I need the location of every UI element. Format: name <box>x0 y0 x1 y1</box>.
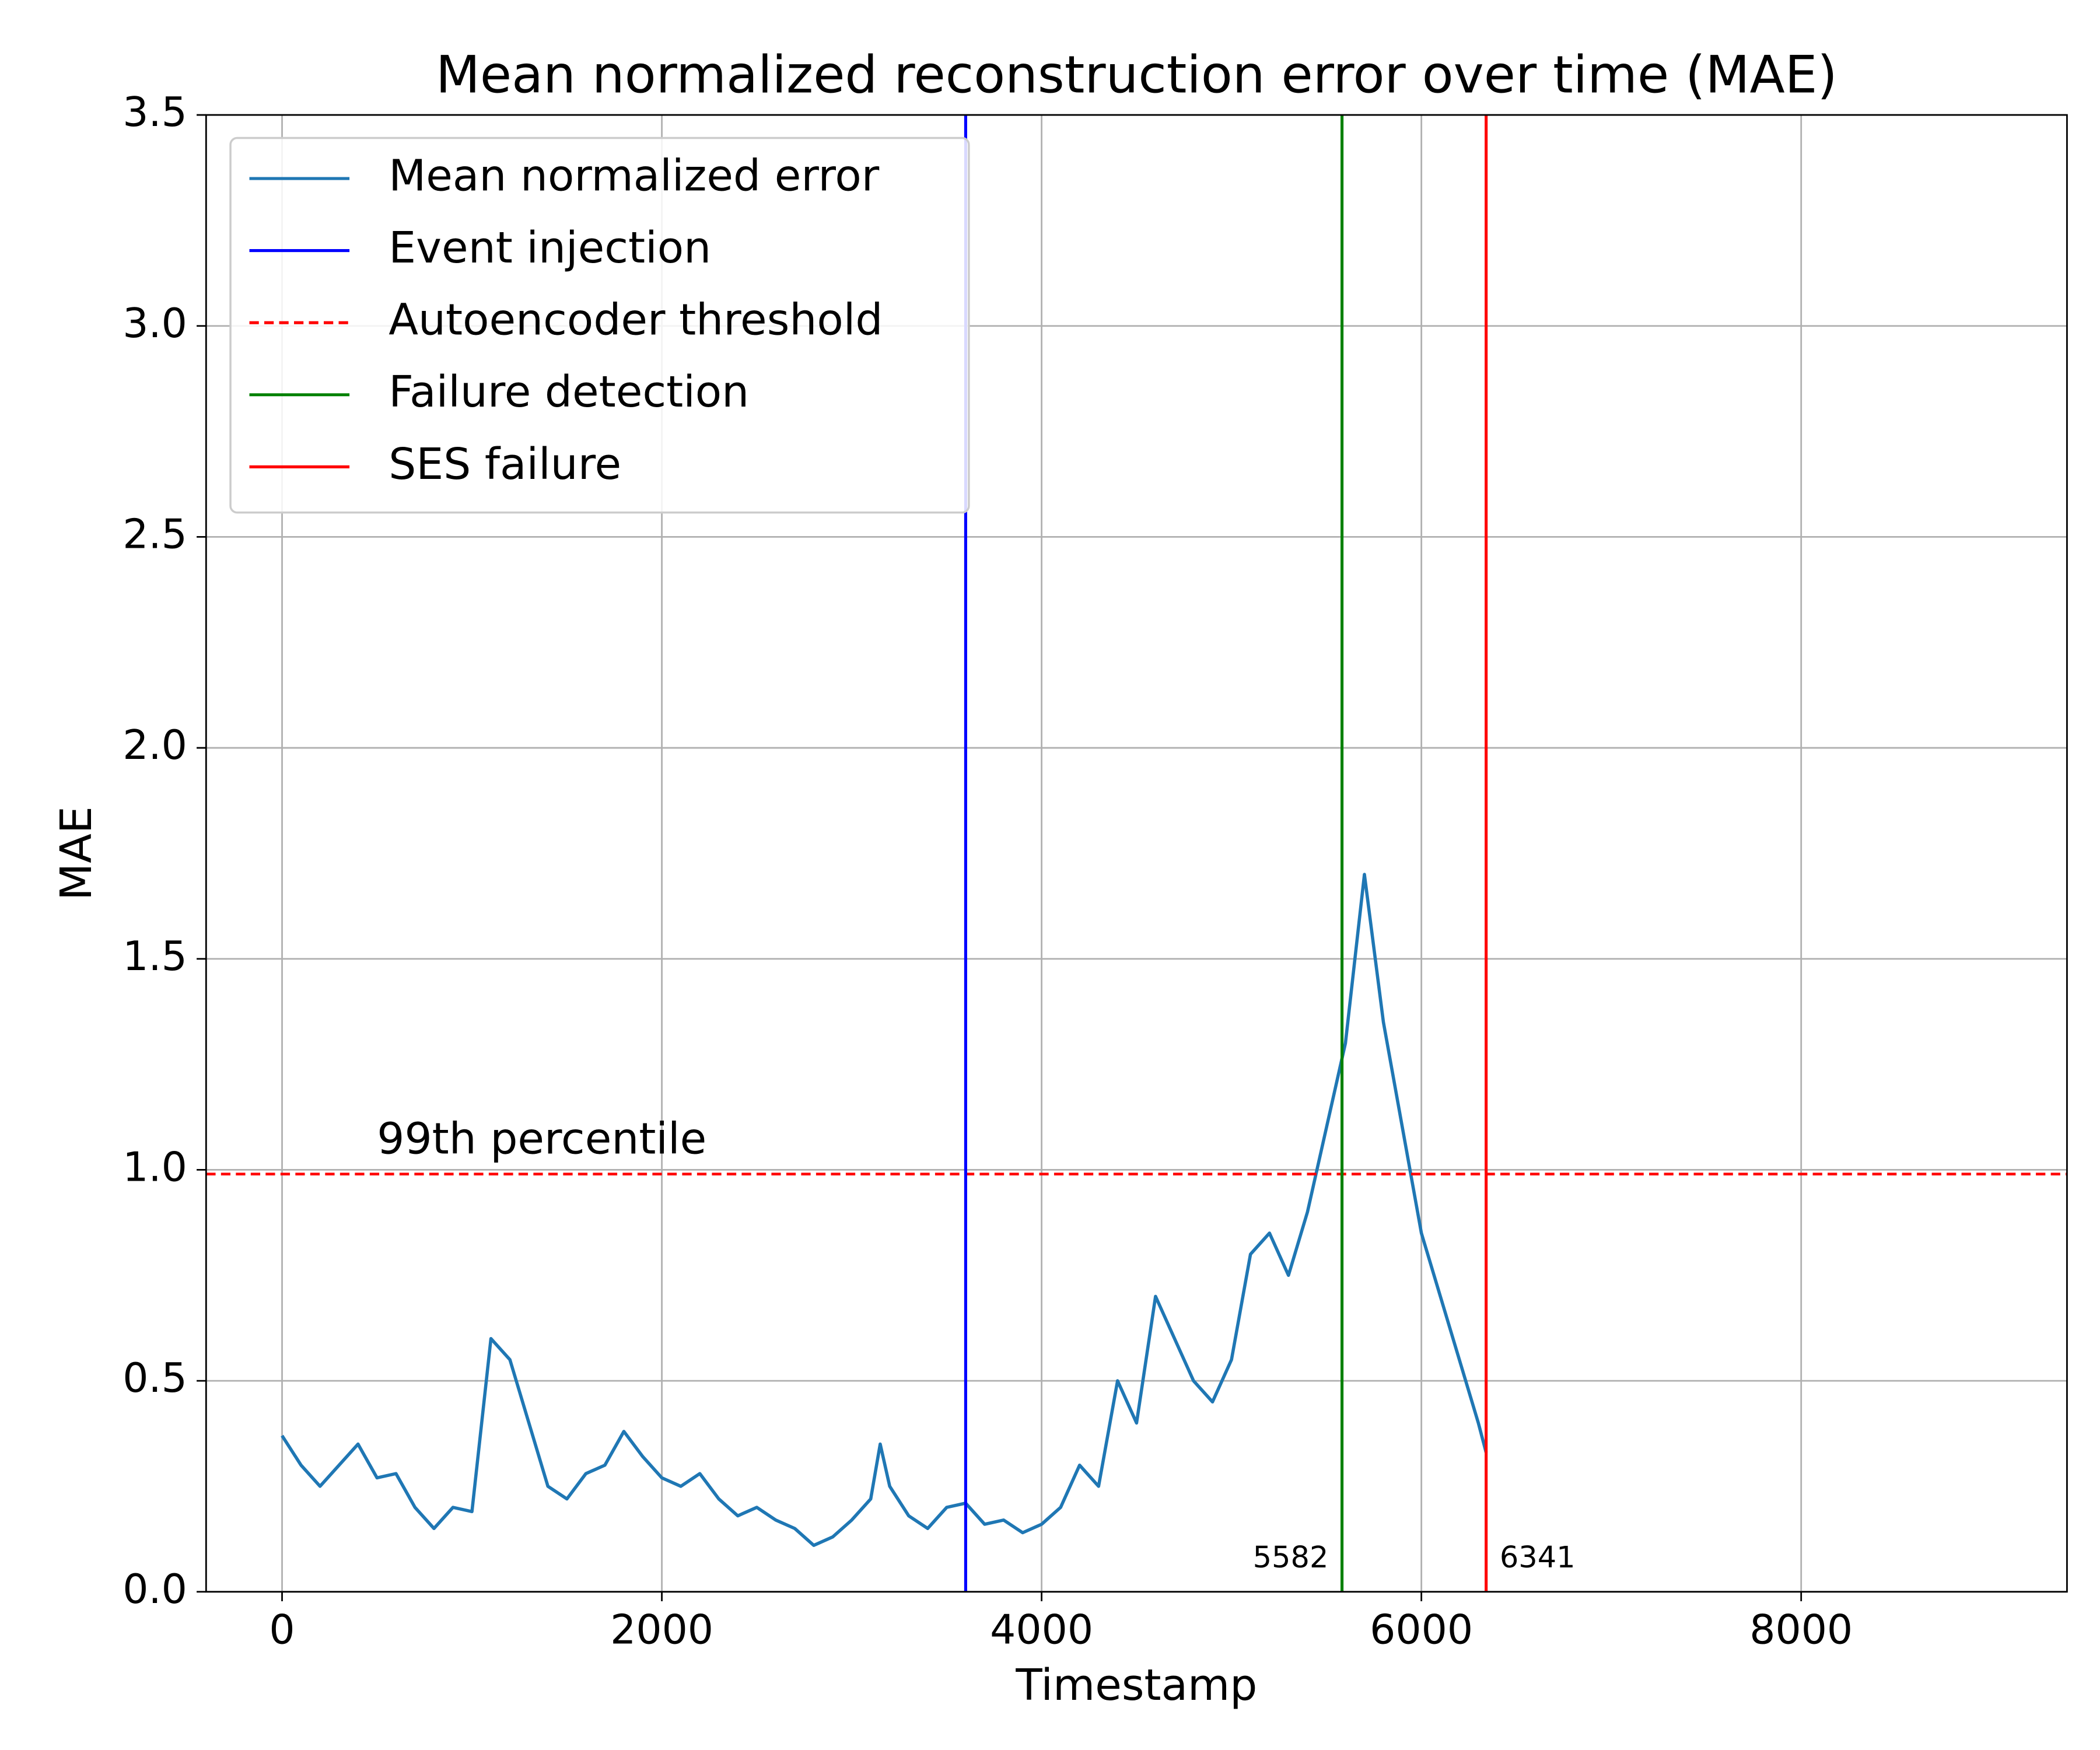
legend-label: Autoencoder threshold <box>388 295 883 345</box>
x-tick-label: 8000 <box>1749 1606 1853 1653</box>
plot-area: 99th percentile 5582 6341 <box>206 115 2067 1592</box>
legend-label: Mean normalized error <box>388 151 879 201</box>
x-tick-label: 0 <box>269 1606 295 1653</box>
plot-frame <box>205 114 2068 1593</box>
chart-title: Mean normalized reconstruction error ove… <box>436 44 1838 104</box>
y-tick-label: 0.0 <box>123 1566 187 1613</box>
y-axis-label: MAE <box>51 806 102 901</box>
x-tick-label: 6000 <box>1370 1606 1473 1653</box>
y-tick-label: 3.5 <box>123 89 187 136</box>
legend: Mean normalized error Event injection Auto… <box>229 136 970 514</box>
x-tick-label: 2000 <box>610 1606 713 1653</box>
y-tick-label: 1.5 <box>123 933 187 980</box>
event-annotation: 5582 <box>1253 1541 1329 1575</box>
legend-label: Failure detection <box>388 367 749 417</box>
y-tick-label: 3.0 <box>123 300 187 347</box>
event-annotation: 6341 <box>1500 1541 1576 1575</box>
y-tick-label: 2.0 <box>123 722 187 769</box>
y-tick-label: 2.5 <box>123 510 187 558</box>
legend-label: Event injection <box>388 223 711 273</box>
y-tick-label: 1.0 <box>123 1143 187 1191</box>
legend-label: SES failure <box>388 439 621 489</box>
legend-box <box>229 136 970 514</box>
data-line <box>281 873 1488 1547</box>
x-tick-label: 4000 <box>990 1606 1093 1653</box>
threshold-annotation: 99th percentile <box>377 1114 706 1164</box>
x-axis-label: Timestamp <box>1015 1660 1257 1710</box>
y-tick-label: 0.5 <box>123 1354 187 1402</box>
